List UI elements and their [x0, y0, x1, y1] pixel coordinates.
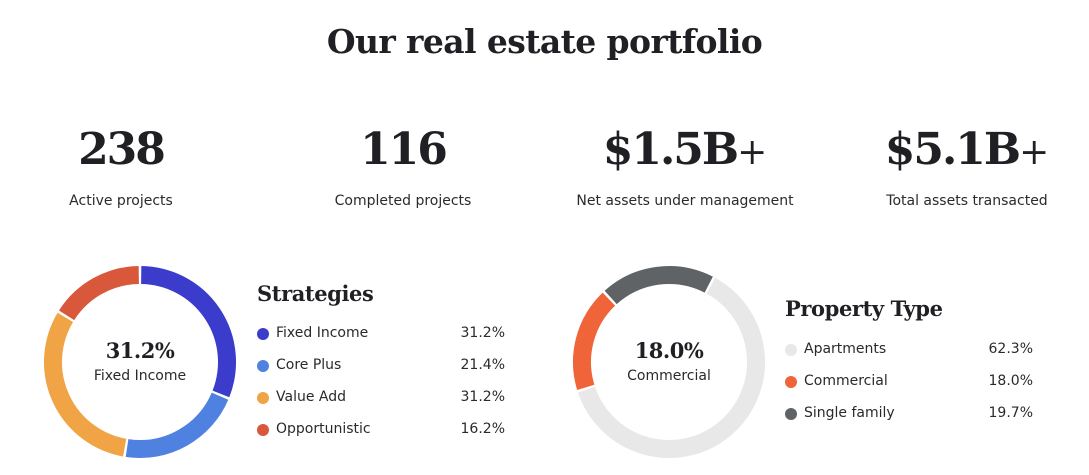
- property-type-legend-title: Property Type: [785, 296, 943, 321]
- donut-slice-single-family: [604, 266, 713, 305]
- stat-label: Completed projects: [334, 193, 472, 209]
- legend-value: 31.2%: [460, 389, 505, 405]
- legend-label: Commercial: [804, 373, 888, 389]
- legend-value: 18.0%: [988, 373, 1033, 389]
- stat-value: $5.1B+: [837, 120, 1089, 183]
- donut-slice-apartments: [577, 277, 765, 458]
- legend-label: Core Plus: [276, 357, 342, 373]
- legend-item-apartments: Apartments 62.3%: [785, 340, 1033, 360]
- legend-label: Opportunistic: [276, 421, 371, 437]
- stat-value: 238: [0, 120, 251, 183]
- legend-value: 31.2%: [460, 325, 505, 341]
- stat-number: $5.1B: [884, 124, 1021, 175]
- property-type-donut-chart: [573, 266, 765, 458]
- stat-total-assets: $5.1B+ Total assets transacted: [837, 120, 1089, 209]
- page-title: Our real estate portfolio: [326, 22, 763, 61]
- legend-swatch: [257, 424, 269, 436]
- stat-suffix: +: [737, 132, 768, 173]
- legend-value: 21.4%: [460, 357, 505, 373]
- legend-item-single-family: Single family 19.7%: [785, 404, 1033, 424]
- legend-swatch: [257, 328, 269, 340]
- stat-value: 116: [273, 120, 533, 183]
- stat-number: $1.5B: [602, 124, 739, 175]
- center-label: Commercial: [627, 368, 711, 384]
- legend-swatch: [785, 408, 797, 420]
- stat-number: 238: [78, 124, 166, 175]
- stat-label: Net assets under management: [576, 193, 794, 209]
- stat-suffix: +: [1019, 132, 1050, 173]
- donut-slice-opportunistic: [59, 266, 140, 321]
- legend-item-core-plus: Core Plus 21.4%: [257, 356, 505, 376]
- legend-label: Value Add: [276, 389, 346, 405]
- strategies-donut-center: 31.2% Fixed Income: [70, 338, 210, 384]
- stat-number: 116: [360, 124, 448, 175]
- legend-item-value-add: Value Add 31.2%: [257, 388, 505, 408]
- stat-value: $1.5B+: [555, 120, 815, 183]
- legend-item-opportunistic: Opportunistic 16.2%: [257, 420, 505, 440]
- legend-swatch: [785, 376, 797, 388]
- stat-completed-projects: 116 Completed projects: [273, 120, 533, 209]
- property-type-donut-center: 18.0% Commercial: [599, 338, 739, 384]
- center-value: 18.0%: [634, 338, 704, 363]
- legend-value: 62.3%: [988, 341, 1033, 357]
- legend-label: Apartments: [804, 341, 887, 357]
- legend-swatch: [257, 392, 269, 404]
- legend-value: 16.2%: [460, 421, 505, 437]
- donut-slice-value-add: [44, 312, 127, 457]
- strategies-donut-chart: [44, 266, 236, 458]
- stat-label: Active projects: [69, 193, 173, 209]
- legend-label: Single family: [804, 405, 895, 421]
- center-value: 31.2%: [105, 338, 175, 363]
- stat-active-projects: 238 Active projects: [0, 120, 251, 209]
- stat-net-assets: $1.5B+ Net assets under management: [555, 120, 815, 209]
- legend-item-fixed-income: Fixed Income 31.2%: [257, 324, 505, 344]
- donut-slice-fixed-income: [140, 266, 236, 398]
- legend-label: Fixed Income: [276, 325, 369, 341]
- strategies-legend-title: Strategies: [257, 281, 374, 306]
- legend-item-commercial: Commercial 18.0%: [785, 372, 1033, 392]
- legend-swatch: [785, 344, 797, 356]
- donut-slice-core-plus: [125, 392, 229, 458]
- stat-label: Total assets transacted: [886, 193, 1048, 209]
- legend-value: 19.7%: [988, 405, 1033, 421]
- donut-slice-commercial: [573, 292, 616, 390]
- center-label: Fixed Income: [93, 368, 187, 384]
- legend-swatch: [257, 360, 269, 372]
